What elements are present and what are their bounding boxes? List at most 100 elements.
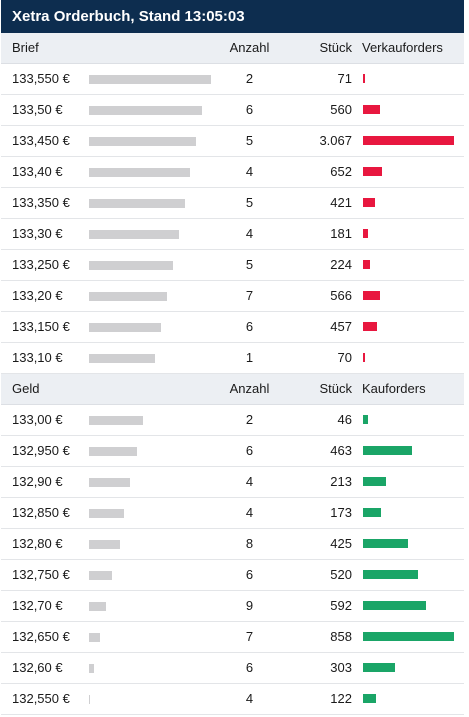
ask-qty-bar xyxy=(363,322,377,331)
ask-qty-bar xyxy=(363,136,454,145)
bid-row-count: 7 xyxy=(245,629,254,644)
bid-row-qty: 463 xyxy=(330,443,352,458)
ask-row: 133,550 € 2 71 xyxy=(1,64,464,95)
ask-row-qty: 421 xyxy=(330,195,352,210)
ask-row-count: 5 xyxy=(245,133,254,148)
bid-row-count: 4 xyxy=(245,474,254,489)
bid-row-price: 132,60 € xyxy=(12,660,63,675)
ask-qty-bar xyxy=(363,105,380,114)
bid-row-price: 132,750 € xyxy=(12,567,70,582)
ask-row: 133,10 € 1 70 xyxy=(1,343,464,374)
orderbook-title: Xetra Orderbuch, Stand 13:05:03 xyxy=(1,0,464,33)
ask-row: 133,50 € 6 560 xyxy=(1,95,464,126)
bid-row: 133,00 € 2 46 xyxy=(1,405,464,436)
ask-row-count: 5 xyxy=(245,257,254,272)
ask-row-qty: 71 xyxy=(337,71,352,86)
bid-price-bar xyxy=(89,416,143,425)
bid-header-price: Geld xyxy=(12,381,40,396)
ask-price-bar xyxy=(89,75,211,84)
bid-row-count: 8 xyxy=(245,536,254,551)
bid-row-price: 132,950 € xyxy=(12,443,70,458)
bid-rows: 133,00 €2 46 132,950 €6 463 132,90 €4 213 132,… xyxy=(1,405,464,715)
ask-row-price: 133,450 € xyxy=(12,133,70,148)
bid-price-bar xyxy=(89,664,94,673)
ask-header-orders: Verkauforders xyxy=(362,40,443,55)
ask-row-count: 4 xyxy=(245,226,254,241)
ask-row-count: 5 xyxy=(245,195,254,210)
ask-price-bar xyxy=(89,106,202,115)
bid-row: 132,80 € 8 425 xyxy=(1,529,464,560)
ask-row: 133,150 € 6 457 xyxy=(1,312,464,343)
ask-row-qty: 560 xyxy=(330,102,352,117)
bid-price-bar xyxy=(89,571,112,580)
ask-rows: 133,550 €2 71 133,50 €6 560 133,450 €5 3.067 1… xyxy=(1,64,464,374)
ask-row-qty: 457 xyxy=(330,319,352,334)
bid-price-bar xyxy=(89,478,130,487)
bid-row-qty: 46 xyxy=(337,412,352,427)
bid-row-price: 132,650 € xyxy=(12,629,70,644)
bid-row: 132,550 € 4 122 xyxy=(1,684,464,715)
ask-row-price: 133,50 € xyxy=(12,102,63,117)
ask-row-price: 133,30 € xyxy=(12,226,63,241)
ask-row-count: 4 xyxy=(245,164,254,179)
bid-row: 132,650 € 7 858 xyxy=(1,622,464,653)
bid-header-qty: Stück xyxy=(319,381,352,396)
bid-row-qty: 520 xyxy=(330,567,352,582)
bid-row-qty: 858 xyxy=(330,629,352,644)
ask-row-count: 6 xyxy=(245,102,254,117)
ask-row: 133,40 € 4 652 xyxy=(1,157,464,188)
bid-price-bar xyxy=(89,633,100,642)
bid-price-bar xyxy=(89,695,90,704)
bid-row-price: 132,90 € xyxy=(12,474,63,489)
ask-row-price: 133,350 € xyxy=(12,195,70,210)
ask-header: Brief Anzahl Stück Verkauforders xyxy=(1,33,464,64)
ask-qty-bar xyxy=(363,291,380,300)
ask-qty-bar xyxy=(363,229,368,238)
ask-row-qty: 566 xyxy=(330,288,352,303)
ask-price-bar xyxy=(89,199,185,208)
bid-price-bar xyxy=(89,509,124,518)
bid-row-qty: 213 xyxy=(330,474,352,489)
ask-row-price: 133,20 € xyxy=(12,288,63,303)
ask-price-bar xyxy=(89,323,161,332)
ask-row-count: 2 xyxy=(245,71,254,86)
bid-qty-bar xyxy=(363,477,386,486)
ask-row-count: 7 xyxy=(245,288,254,303)
ask-row: 133,350 € 5 421 xyxy=(1,188,464,219)
ask-qty-bar xyxy=(363,260,370,269)
ask-row: 133,450 € 5 3.067 xyxy=(1,126,464,157)
ask-price-bar xyxy=(89,292,167,301)
bid-qty-bar xyxy=(363,632,454,641)
ask-row-price: 133,10 € xyxy=(12,350,63,365)
bid-row: 132,950 € 6 463 xyxy=(1,436,464,467)
ask-qty-bar xyxy=(363,353,365,362)
bid-row-price: 132,550 € xyxy=(12,691,70,706)
bid-price-bar xyxy=(89,447,137,456)
ask-row: 133,30 € 4 181 xyxy=(1,219,464,250)
ask-row-price: 133,550 € xyxy=(12,71,70,86)
bid-qty-bar xyxy=(363,539,408,548)
bid-header-orders: Kauforders xyxy=(362,381,426,396)
bid-qty-bar xyxy=(363,601,426,610)
ask-row-qty: 224 xyxy=(330,257,352,272)
bid-qty-bar xyxy=(363,663,395,672)
bid-row: 132,90 € 4 213 xyxy=(1,467,464,498)
ask-row-count: 1 xyxy=(245,350,254,365)
bid-row-price: 132,80 € xyxy=(12,536,63,551)
bid-row-count: 6 xyxy=(245,443,254,458)
bid-row-count: 6 xyxy=(245,660,254,675)
bid-row-count: 4 xyxy=(245,691,254,706)
bid-row-count: 2 xyxy=(245,412,254,427)
ask-row-price: 133,150 € xyxy=(12,319,70,334)
ask-row-price: 133,40 € xyxy=(12,164,63,179)
ask-qty-bar xyxy=(363,198,375,207)
bid-row: 132,750 € 6 520 xyxy=(1,560,464,591)
bid-row: 132,60 € 6 303 xyxy=(1,653,464,684)
bid-header-count: Anzahl xyxy=(229,381,270,396)
ask-price-bar xyxy=(89,168,190,177)
bid-qty-bar xyxy=(363,694,376,703)
ask-price-bar xyxy=(89,261,173,270)
bid-qty-bar xyxy=(363,508,381,517)
bid-row-count: 6 xyxy=(245,567,254,582)
